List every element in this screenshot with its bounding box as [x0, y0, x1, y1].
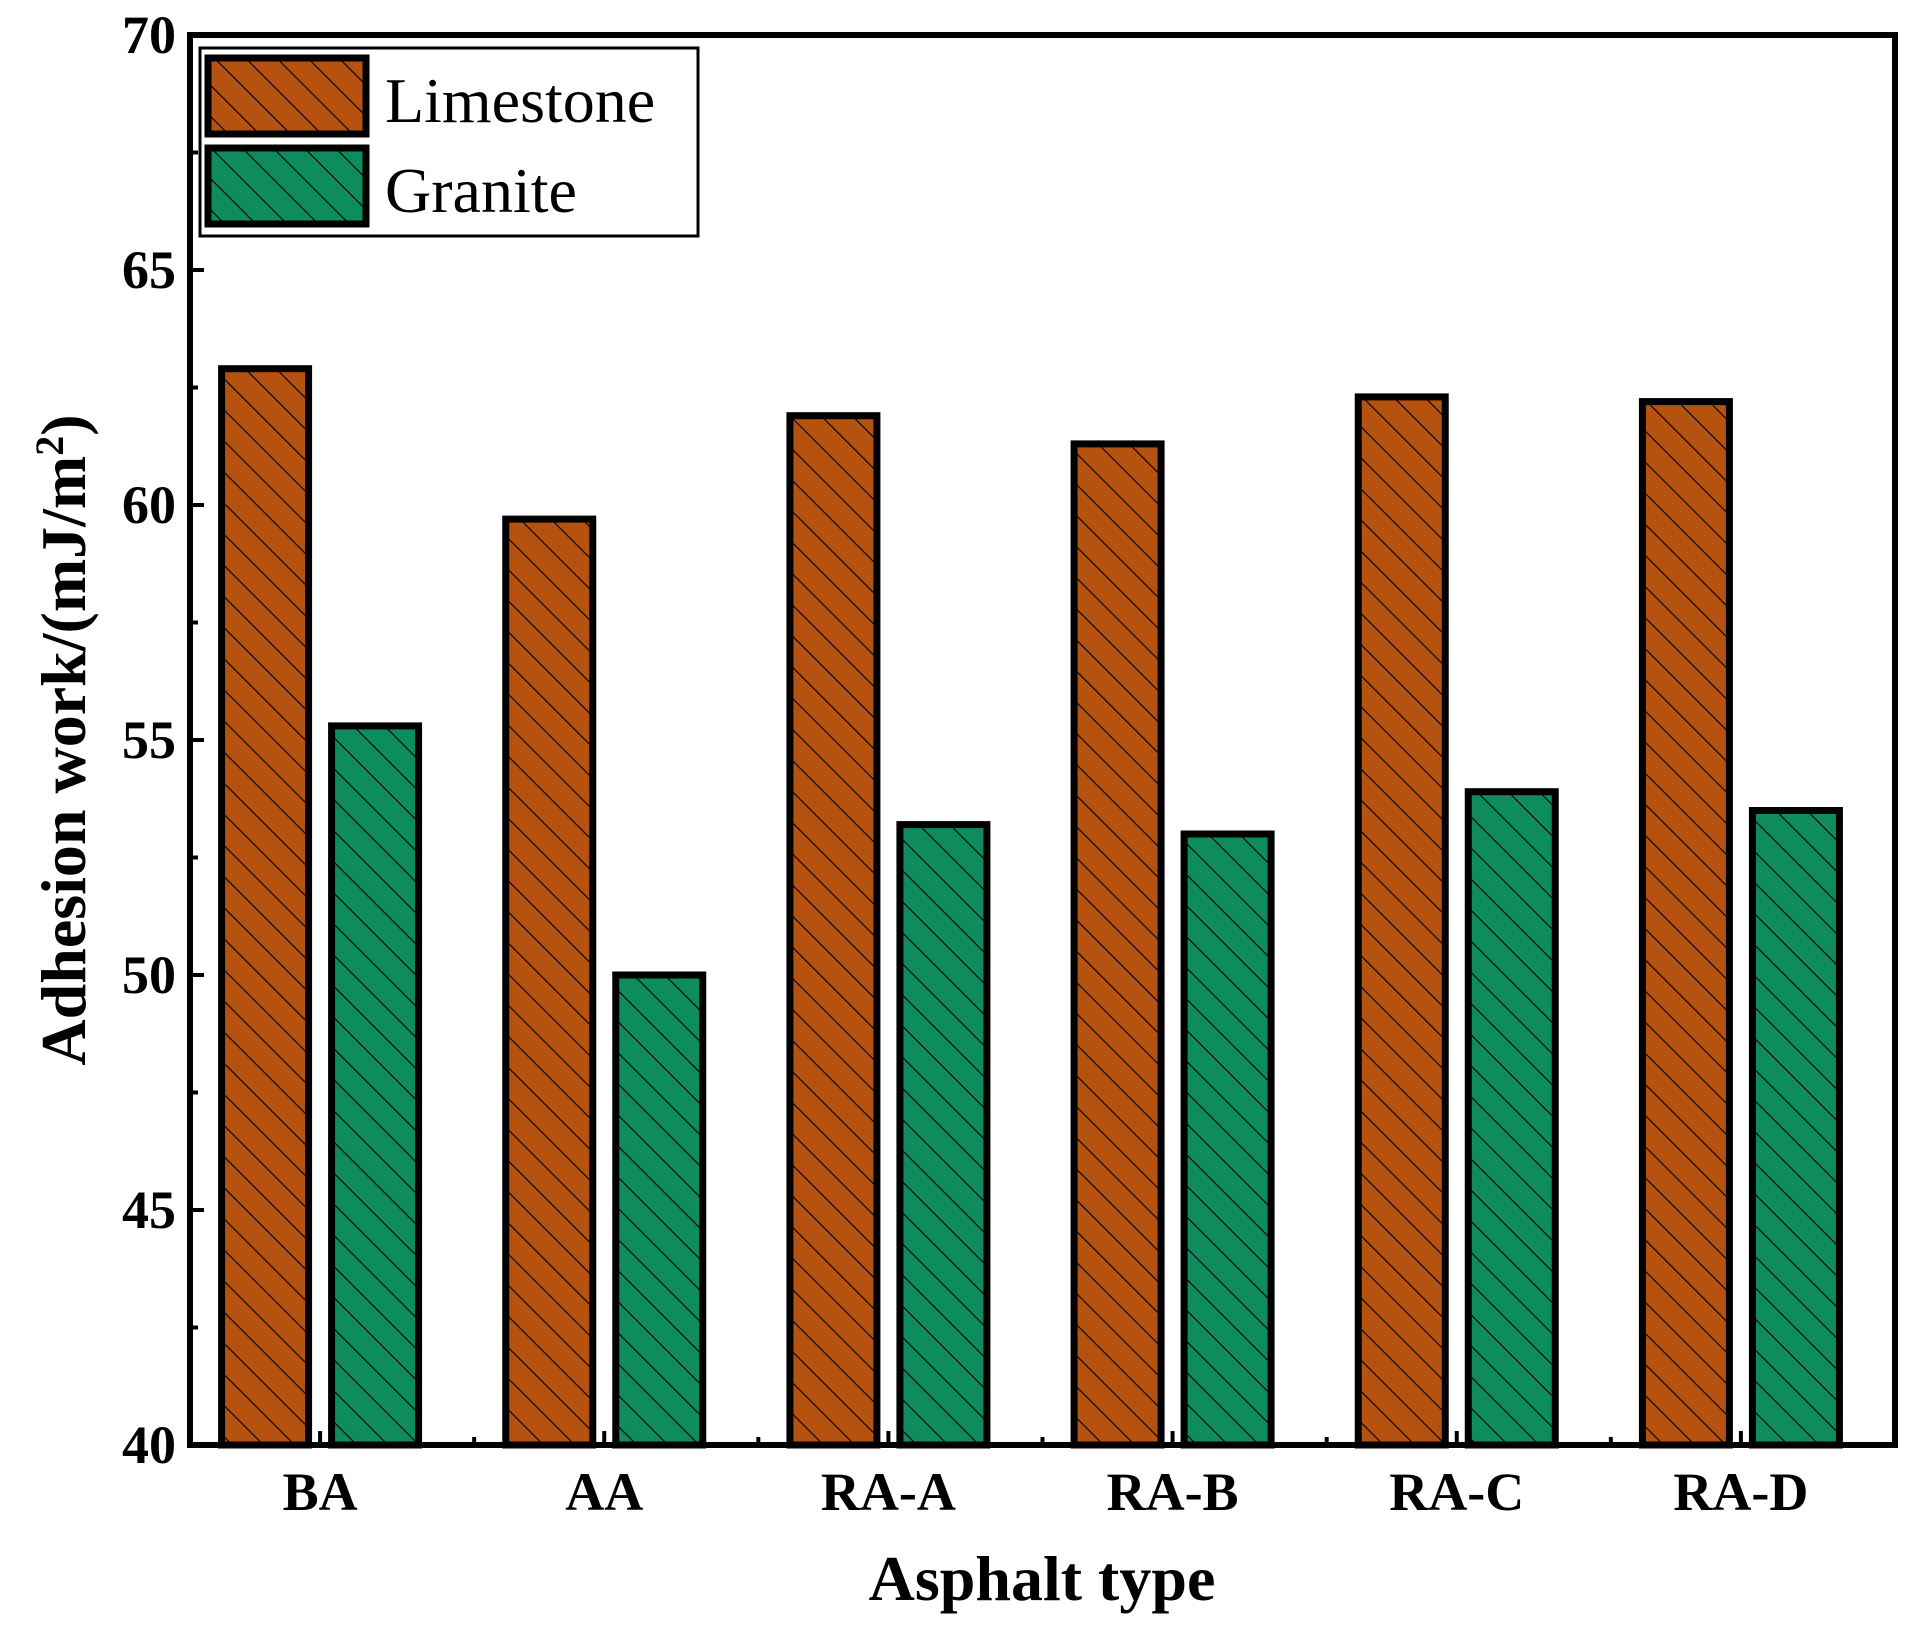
y-axis: 40 45 50 55 60 65 70	[122, 5, 204, 1475]
x-axis-title: Asphalt type	[869, 1543, 1216, 1614]
bar-hatch-ba-granite	[328, 722, 423, 1449]
y-tick-label: 70	[122, 5, 176, 65]
y-tick-label: 40	[122, 1415, 176, 1475]
legend: Limestone Granite	[198, 46, 700, 238]
y-tick-label: 60	[122, 475, 176, 535]
legend-swatch-granite-hatch	[204, 144, 370, 228]
bar-hatch-ra-c-granite	[1464, 788, 1559, 1449]
x-tick-label-aa: AA	[565, 1462, 643, 1522]
legend-label-limestone: Limestone	[385, 65, 655, 136]
x-tick-label-ba: BA	[283, 1462, 358, 1522]
legend-swatch-limestone-hatch	[204, 54, 370, 138]
x-tick-label-ra-a: RA-A	[821, 1462, 956, 1522]
legend-label-granite: Granite	[385, 155, 577, 226]
y-tick-label: 50	[122, 945, 176, 1005]
bar-hatch-ra-d-limestone	[1638, 398, 1733, 1449]
bar-hatch-ra-a-granite	[896, 821, 991, 1449]
bar-hatch-ra-a-limestone	[786, 412, 881, 1449]
y-axis-title-main: Adhesion work/(mJ/m	[28, 456, 99, 1066]
bar-hatch-ba-limestone	[218, 365, 313, 1449]
y-tick-label: 45	[122, 1180, 176, 1240]
y-axis-title: Adhesion work/(mJ/m2)	[27, 414, 100, 1065]
x-tick-label-ra-d: RA-D	[1673, 1462, 1808, 1522]
y-tick-label: 55	[122, 710, 176, 770]
y-tick-label: 65	[122, 240, 176, 300]
bar-hatch-ra-d-granite	[1748, 807, 1843, 1449]
bar-hatch-aa-granite	[612, 971, 707, 1449]
bar-hatch-ra-b-granite	[1180, 830, 1275, 1449]
x-tick-label-ra-b: RA-B	[1107, 1462, 1239, 1522]
bar-hatch-ra-c-limestone	[1354, 393, 1449, 1449]
y-axis-title-superscript: 2	[27, 436, 72, 456]
bars-layer	[218, 365, 1843, 1449]
bar-hatch-aa-limestone	[502, 515, 597, 1449]
x-tick-label-ra-c: RA-C	[1389, 1462, 1524, 1522]
y-axis-title-suffix: )	[28, 414, 99, 435]
bar-hatch-ra-b-limestone	[1070, 440, 1165, 1449]
x-axis: BA AA RA-A RA-B RA-C RA-D	[283, 1431, 1808, 1522]
